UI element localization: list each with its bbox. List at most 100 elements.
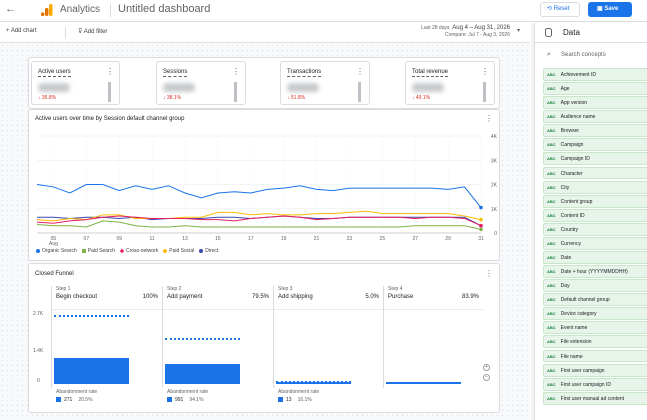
concept-item[interactable]: ABC Date bbox=[543, 251, 647, 264]
back-arrow-icon[interactable]: ← bbox=[5, 3, 16, 15]
step-percent: 79.5% bbox=[251, 294, 269, 300]
concept-item[interactable]: ABC City bbox=[543, 180, 647, 194]
more-options-icon[interactable]: ⋮ bbox=[485, 114, 493, 123]
kpi-card-active-users[interactable]: Active users ⋮ ↓ 36.8% bbox=[31, 61, 120, 105]
concept-item[interactable]: ABC Browser bbox=[543, 124, 647, 138]
reset-button[interactable]: ⟲ Reset bbox=[540, 2, 580, 17]
legend-item[interactable]: Paid Social bbox=[163, 248, 194, 254]
y-tick-label: 2K bbox=[491, 183, 498, 189]
concept-item[interactable]: ABC First user campaign bbox=[543, 363, 647, 377]
concept-label: Country bbox=[560, 226, 579, 233]
concept-item[interactable]: ABC Age bbox=[543, 82, 647, 95]
x-tick-label: 05 bbox=[51, 236, 57, 242]
more-options-icon[interactable]: ⋮ bbox=[356, 67, 364, 76]
concept-item[interactable]: ABC Default channel group bbox=[543, 293, 647, 307]
concept-item[interactable]: ABC Day bbox=[543, 279, 647, 293]
funnel-step[interactable]: Step 2 Add payment 79.5% Abandonment rate 99… bbox=[162, 286, 273, 403]
legend-item[interactable]: Organic Search bbox=[36, 248, 77, 254]
x-tick-label: 23 bbox=[347, 236, 353, 242]
more-options-icon[interactable]: ⋮ bbox=[232, 67, 240, 76]
more-options-icon[interactable]: ⋮ bbox=[485, 269, 493, 278]
x-tick-label: 31 bbox=[478, 236, 484, 242]
concept-item[interactable]: ABC Audience name bbox=[543, 110, 647, 124]
concept-item[interactable]: ABC First user campaign ID bbox=[543, 377, 647, 391]
funnel-bar[interactable] bbox=[54, 358, 129, 384]
abandonment-rate: 20.5% bbox=[78, 397, 93, 403]
dashboard-title[interactable]: Untitled dashboard bbox=[118, 3, 211, 15]
abandonment-label: Abandonment rate bbox=[167, 389, 209, 395]
concept-item[interactable]: ABC Device category bbox=[543, 307, 647, 321]
concept-item[interactable]: ABC Campaign ID bbox=[543, 152, 647, 166]
y-tick-label: 1K bbox=[491, 207, 498, 213]
line-chart: 0 1K 2K 3K 4K 05 07 09 11 13 15 17 19 21 23 25 27 29 31 Aug bbox=[36, 134, 498, 247]
funnel-title: Closed Funnel bbox=[35, 271, 74, 277]
step-number: Step 1 bbox=[56, 286, 71, 292]
x-tick-label: 29 bbox=[445, 236, 451, 242]
kpi-card-total-revenue[interactable]: Total revenue ⋮ ↓ 49.1% bbox=[405, 61, 495, 105]
kpi-change: ↓ 49.1% bbox=[412, 95, 431, 101]
kpi-label[interactable]: Active users bbox=[38, 69, 71, 77]
concept-item[interactable]: ABC Country bbox=[543, 222, 647, 236]
abandonment-swatch bbox=[56, 397, 61, 403]
concept-item[interactable]: ABC App version bbox=[543, 96, 647, 110]
kpi-label[interactable]: Total revenue bbox=[412, 69, 449, 77]
app-name: Analytics bbox=[60, 4, 101, 15]
concept-item[interactable]: ABC Campaign bbox=[543, 138, 647, 152]
legend-item[interactable]: Paid Search bbox=[81, 248, 115, 254]
funnel-bar[interactable] bbox=[165, 363, 240, 384]
funnel-step[interactable]: Step 1 Begin checkout 100% Abandonment rate… bbox=[51, 286, 162, 403]
concept-item[interactable]: ABC Content group bbox=[543, 194, 647, 208]
abandonment-value: 13 16.1% bbox=[278, 397, 312, 403]
x-tick-label: 17 bbox=[248, 236, 254, 242]
concept-item[interactable]: ABC Character bbox=[543, 166, 647, 180]
concept-label: Audience name bbox=[560, 114, 596, 121]
legend-item[interactable]: Direct bbox=[199, 248, 218, 254]
add-filter-button[interactable]: ⊽ Add filter bbox=[78, 28, 107, 35]
abandonment-count: 13 bbox=[286, 397, 292, 403]
series-end-point bbox=[479, 205, 483, 210]
date-range-picker[interactable]: Last 28 days Aug 4 – Aug 31, 2026 Compar… bbox=[400, 25, 520, 39]
concept-item[interactable]: ABC File extension bbox=[543, 335, 647, 349]
concept-label: Content ID bbox=[560, 212, 585, 219]
search-concepts-input[interactable]: ⌕ Search concepts bbox=[543, 49, 645, 63]
zoom-in-icon[interactable]: + bbox=[483, 364, 490, 371]
date-range-value: Aug 4 – Aug 31, 2026 bbox=[452, 25, 510, 31]
save-button[interactable]: ▣ Save bbox=[588, 2, 632, 17]
more-options-icon[interactable]: ⋮ bbox=[106, 67, 114, 76]
concept-label: Achievement ID bbox=[560, 72, 596, 78]
series-line-paid-social bbox=[36, 210, 482, 222]
concept-item[interactable]: ABC Date + hour (YYYYMMDDHH) bbox=[543, 265, 647, 278]
funnel-step[interactable]: Step 3 Add shipping 5.0% Abandonment rate 13… bbox=[273, 286, 383, 403]
kpi-label[interactable]: Sessions bbox=[163, 69, 188, 77]
compare-range: Compare: Jul 7 - Aug 3, 2026 bbox=[444, 32, 510, 38]
zoom-out-icon[interactable]: − bbox=[483, 374, 490, 381]
funnel-step[interactable]: Step 4 Purchase 83.9% bbox=[383, 286, 483, 388]
concept-item[interactable]: ABC First user manual ad content bbox=[543, 391, 647, 405]
concept-item[interactable]: ABC File name bbox=[543, 349, 647, 363]
x-tick-label: 21 bbox=[314, 236, 320, 242]
text-type-icon: ABC bbox=[547, 86, 556, 92]
concept-item[interactable]: ABC Content ID bbox=[543, 208, 647, 222]
funnel-card[interactable]: Closed Funnel ⋮ 2.7K 1.4K 0 Step 1 Begin … bbox=[28, 263, 500, 413]
toolbar: + Add chart ⊽ Add filter Last 28 days Au… bbox=[0, 23, 530, 43]
concept-label: Currency bbox=[560, 240, 581, 247]
add-chart-button[interactable]: + Add chart bbox=[6, 28, 37, 34]
kpi-label[interactable]: Transactions bbox=[287, 69, 322, 77]
side-panel-title: Data bbox=[563, 28, 580, 37]
save-label: Save bbox=[604, 6, 619, 12]
kpi-card-transactions[interactable]: Transactions ⋮ ↓ 51.8% bbox=[280, 61, 370, 105]
concept-item[interactable]: ABC Currency bbox=[543, 236, 647, 250]
concept-item[interactable]: ABC Event name bbox=[543, 321, 647, 335]
more-options-icon[interactable]: ⋮ bbox=[481, 67, 489, 76]
kpi-sparkbar bbox=[108, 82, 111, 102]
concept-item[interactable]: ABC Achievement ID bbox=[543, 68, 647, 81]
line-chart-card[interactable]: Active users over time by Session defaul… bbox=[28, 109, 500, 261]
concept-label: Date bbox=[560, 255, 572, 262]
concept-label: Default channel group bbox=[560, 297, 610, 304]
legend-item[interactable]: Cross-network bbox=[119, 248, 158, 254]
kpi-card-sessions[interactable]: Sessions ⋮ ↓ 38.1% bbox=[156, 61, 246, 105]
concept-label: Age bbox=[560, 86, 570, 93]
funnel-y-tick: 1.4K bbox=[33, 348, 44, 354]
canvas-scrollbar[interactable] bbox=[531, 23, 534, 420]
step-name: Begin checkout bbox=[56, 294, 98, 300]
